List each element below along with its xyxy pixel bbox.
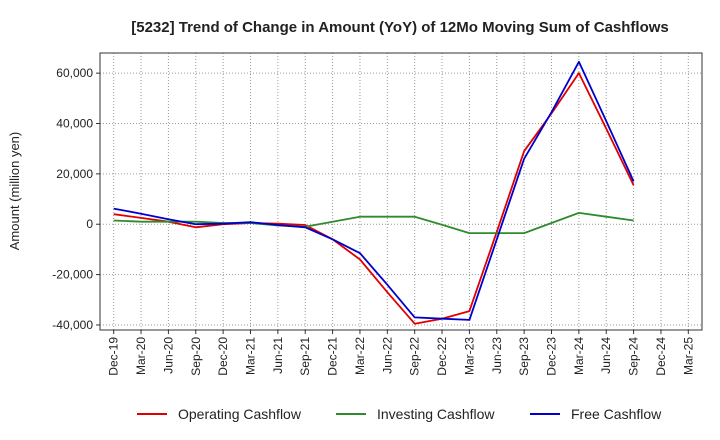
x-tick-label: Mar-22 [353, 337, 367, 375]
x-tick-label: Dec-19 [107, 337, 121, 376]
y-axis-label: Amount (million yen) [7, 132, 22, 251]
x-tick-label: Jun-24 [599, 337, 613, 374]
y-tick-label: -20,000 [52, 268, 93, 282]
x-tick-label: Dec-21 [326, 337, 340, 376]
legend: Operating Cashflow Investing Cashflow Free… [137, 406, 662, 422]
y-axis-ticks: -40,000 -20,000 0 20,000 40,000 60,000 [52, 66, 100, 332]
x-tick-label: Mar-24 [572, 337, 586, 375]
x-tick-label: Dec-22 [435, 337, 449, 376]
y-tick-label: 0 [86, 217, 93, 231]
x-tick-label: Dec-20 [216, 337, 230, 376]
grid-lines [100, 53, 702, 330]
x-tick-label: Sep-20 [189, 337, 203, 376]
x-tick-label: Sep-21 [298, 337, 312, 376]
series-line-free-cashflow [113, 60, 635, 321]
x-tick-label: Jun-20 [161, 337, 175, 374]
x-tick-label: Mar-21 [244, 337, 258, 375]
chart-title: [5232] Trend of Change in Amount (YoY) o… [131, 19, 669, 36]
x-axis-ticks: Dec-19 Mar-20 Jun-20 Sep-20 Dec-20 Mar-21 Jun-… [107, 330, 695, 376]
legend-label-free-cashflow: Free Cashflow [571, 406, 662, 422]
x-tick-label: Jun-22 [380, 337, 394, 374]
x-tick-label: Sep-22 [408, 337, 422, 376]
x-tick-label: Mar-20 [134, 337, 148, 375]
plot-frame [99, 52, 703, 331]
series-line-investing-cashflow [113, 211, 634, 235]
x-tick-label: Dec-23 [545, 337, 559, 376]
x-tick-label: Jun-21 [271, 337, 285, 374]
plot-area [100, 53, 702, 330]
legend-label-investing-cashflow: Investing Cashflow [377, 406, 495, 422]
y-tick-label: -40,000 [52, 318, 93, 332]
series-lines [113, 60, 635, 325]
x-tick-label: Sep-24 [627, 337, 641, 376]
x-tick-label: Mar-23 [462, 337, 476, 375]
x-tick-label: Dec-24 [654, 337, 668, 376]
x-tick-label: Mar-25 [681, 337, 695, 375]
y-tick-label: 20,000 [56, 167, 93, 181]
x-tick-label: Jun-23 [490, 337, 504, 374]
x-tick-label: Sep-23 [517, 337, 531, 376]
legend-label-operating-cashflow: Operating Cashflow [178, 406, 302, 422]
y-tick-label: 40,000 [56, 117, 93, 131]
y-tick-label: 60,000 [56, 66, 93, 80]
